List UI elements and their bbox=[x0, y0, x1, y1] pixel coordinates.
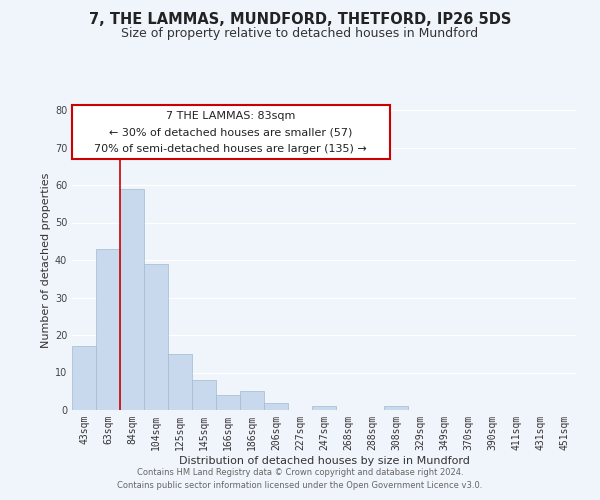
Bar bbox=[120, 188, 144, 410]
Bar bbox=[264, 402, 288, 410]
Text: 7, THE LAMMAS, MUNDFORD, THETFORD, IP26 5DS: 7, THE LAMMAS, MUNDFORD, THETFORD, IP26 … bbox=[89, 12, 511, 28]
Text: ← 30% of detached houses are smaller (57): ← 30% of detached houses are smaller (57… bbox=[109, 128, 352, 138]
Bar bbox=[216, 395, 240, 410]
Y-axis label: Number of detached properties: Number of detached properties bbox=[41, 172, 50, 348]
Text: Contains public sector information licensed under the Open Government Licence v3: Contains public sector information licen… bbox=[118, 480, 482, 490]
Bar bbox=[312, 406, 336, 410]
Text: 7 THE LAMMAS: 83sqm: 7 THE LAMMAS: 83sqm bbox=[166, 110, 295, 120]
Bar bbox=[192, 380, 216, 410]
Bar bbox=[96, 248, 120, 410]
Bar bbox=[168, 354, 192, 410]
Text: Size of property relative to detached houses in Mundford: Size of property relative to detached ho… bbox=[121, 28, 479, 40]
Text: Contains HM Land Registry data © Crown copyright and database right 2024.: Contains HM Land Registry data © Crown c… bbox=[137, 468, 463, 477]
Bar bbox=[240, 391, 264, 410]
X-axis label: Distribution of detached houses by size in Mundford: Distribution of detached houses by size … bbox=[179, 456, 469, 466]
Text: 70% of semi-detached houses are larger (135) →: 70% of semi-detached houses are larger (… bbox=[94, 144, 367, 154]
Bar bbox=[384, 406, 408, 410]
Bar bbox=[144, 264, 168, 410]
Bar bbox=[72, 346, 96, 410]
